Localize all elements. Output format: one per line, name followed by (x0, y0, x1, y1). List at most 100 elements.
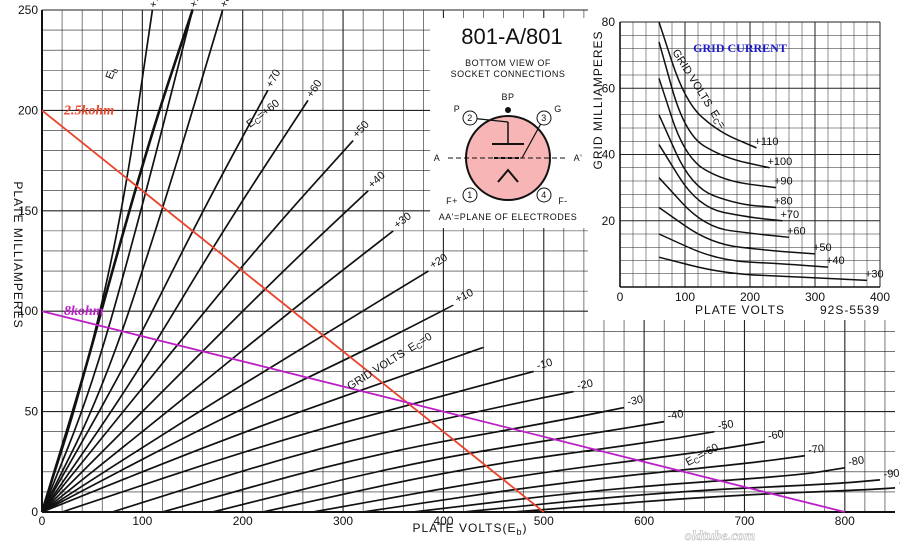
x-tick-label: 0 (39, 514, 46, 528)
grid-voltage-label: +60 (304, 78, 324, 100)
grid-current-label: +40 (826, 255, 845, 267)
inset-y-tick-label: 60 (602, 81, 616, 95)
pin-3-number: 3 (541, 113, 547, 123)
load-line-label: 2.5kohm (63, 103, 114, 118)
plate-curve (41, 9, 224, 513)
socket-diagram: 801-A/801 BOTTOM VIEW OF SOCKET CONNECTI… (430, 18, 590, 228)
grid-current-label: +110 (755, 136, 779, 148)
plate-curve (61, 370, 534, 513)
grid-current-curve (658, 21, 757, 149)
grid-current-label: +50 (813, 242, 832, 254)
pin-4-number: 4 (541, 190, 547, 200)
grid-voltage-label: +10 (453, 287, 475, 306)
y-tick-label: 250 (18, 3, 38, 17)
grid-voltage-label: -100 (898, 475, 900, 488)
grid-current-curve (658, 233, 829, 268)
plate-curve (111, 390, 575, 513)
y-tick-label: 150 (18, 204, 38, 218)
inset-y-axis-label: GRID MILLIAMPERES (591, 30, 605, 169)
plate-curve (41, 89, 269, 513)
inset-x-axis-label: PLATE VOLTS (695, 303, 785, 317)
grid-voltage-label: -10 (535, 357, 553, 373)
inset-background (588, 8, 896, 320)
pin-1-number: 1 (467, 190, 473, 200)
grid-current-label: +30 (865, 268, 884, 280)
y-tick-label: 0 (31, 505, 38, 519)
x-tick-label: 800 (835, 514, 855, 528)
eb-boundary-curve (40, 9, 194, 513)
grid-current-curve (658, 177, 790, 239)
plate-curve (363, 454, 805, 513)
pin-fplus-label: F+ (446, 196, 458, 206)
plate-curve (41, 346, 484, 513)
y-axis-label: PLATE MILLIAMPERES (11, 181, 25, 328)
grid-pin-lead (521, 117, 545, 159)
pin-2 (462, 110, 478, 126)
x-tick-label: 300 (333, 514, 353, 528)
plate-curves (40, 9, 896, 513)
inset-curves: +110 +100 +90 +80+70 +60 +50+40 +30 (658, 21, 884, 282)
inset-y-tick-label: 80 (602, 15, 616, 29)
pin-bp-label: BP (501, 92, 514, 102)
pin-bp (505, 107, 511, 113)
load-line (41, 310, 846, 513)
plate-curve (41, 139, 354, 513)
plate-curve (41, 190, 369, 513)
inset-x-tick-label: 200 (740, 290, 760, 304)
ec-minus60-label: EC=-60 (684, 441, 721, 469)
x-tick-label: 100 (132, 514, 152, 528)
inset-y-tick-label: 20 (602, 214, 616, 228)
pin-2-number: 2 (467, 113, 473, 123)
grid-current-curve (658, 206, 816, 255)
pin-p-label: P (454, 104, 461, 114)
grid-current-label: +100 (768, 156, 793, 168)
inset-panel (588, 8, 896, 320)
x-tick-label: 700 (734, 514, 754, 528)
plate-curve (262, 430, 715, 513)
socket-subtitle-1: BOTTOM VIEW OF (465, 58, 551, 68)
pin-4 (536, 187, 552, 203)
grid-voltage-label: +30 (392, 210, 414, 231)
grid-current-curve (658, 256, 868, 282)
grid-voltage-label: +20 (428, 252, 450, 272)
grid-voltage-label: -20 (576, 378, 594, 393)
plate-curve (41, 99, 309, 513)
inset-x-tick-label: 300 (805, 290, 825, 304)
watermark: oldtube.com (685, 529, 755, 544)
inset-code: 92S-5539 (820, 303, 880, 317)
grid-current-label: +90 (774, 176, 793, 188)
grid-current-label: +60 (787, 225, 806, 237)
plate-curve (41, 270, 429, 513)
axis-a-prime-label: A' (574, 153, 583, 163)
grid-current-label: +80 (774, 196, 793, 208)
grid-voltage-label: -50 (717, 418, 735, 432)
pin-3 (536, 110, 552, 126)
plate-curve (162, 406, 625, 513)
grid-voltage-label: +70 (264, 68, 283, 90)
x-tick-label: 500 (534, 514, 554, 528)
inset-y-tick-label: 40 (602, 148, 616, 162)
ec-plus60-label: EC=+60 (244, 97, 282, 131)
load-lines: 2.5kohm 8kohm (41, 103, 846, 513)
grid-voltage-label: -80 (847, 454, 865, 468)
x-tick-label: 600 (634, 514, 654, 528)
plate-curve (413, 466, 845, 513)
grid-current-curve (658, 114, 777, 209)
y-tick-label: 50 (25, 405, 39, 419)
grid-voltage-label: -90 (883, 467, 900, 480)
electrode-plane-caption: AA'=PLANE OF ELECTRODES (439, 212, 578, 222)
y-tick-label: 200 (18, 103, 38, 117)
grid-current-label: +70 (781, 209, 800, 221)
filament (497, 168, 519, 183)
plate-curve (41, 9, 194, 513)
grid-current-curve (658, 144, 783, 222)
inset-x-tick-label: 100 (675, 290, 695, 304)
y-tick-label: 100 (18, 304, 38, 318)
plate-curve (41, 304, 454, 513)
inset-x-tick-label: 0 (617, 290, 624, 304)
plate-curve (212, 420, 665, 513)
grid-voltage-label: -30 (626, 394, 644, 409)
eb-curve-label: Eb (104, 65, 121, 81)
